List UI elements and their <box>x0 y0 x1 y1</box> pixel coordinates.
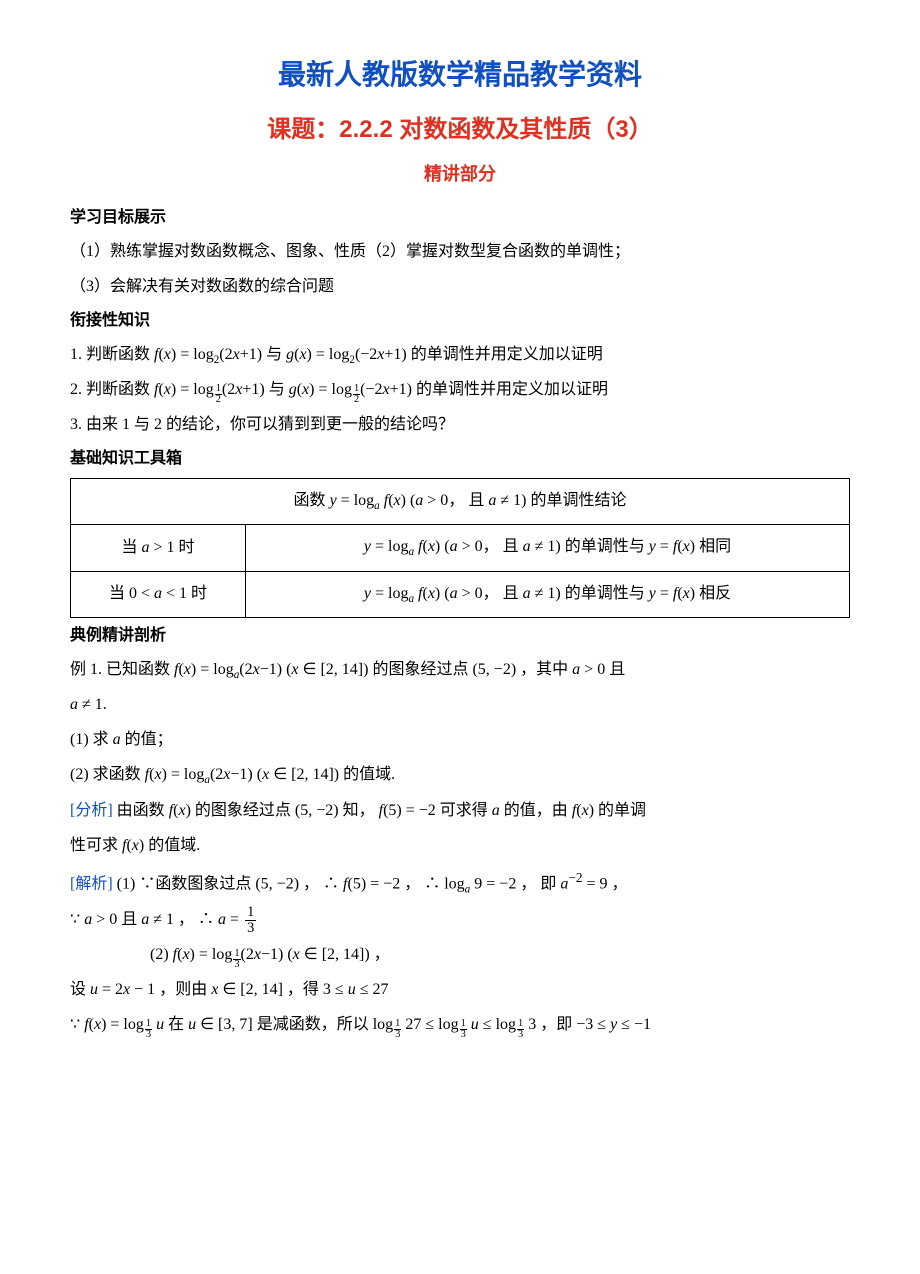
example1-let: 设 u = 2x − 1 ，则由 x ∈ [2, 14] ，得 3 ≤ u ≤ … <box>70 974 850 1006</box>
solution-label: [解析] <box>70 875 113 892</box>
ana-m4: 的值，由 <box>504 802 572 819</box>
example1-analysis-l2: 性可求 f(x) 的值域. <box>70 830 850 862</box>
main-title: 最新人教版数学精品教学资料 <box>70 50 850 100</box>
ana-pre: 由函数 <box>117 802 169 819</box>
let-m2: ，得 <box>287 981 323 998</box>
let-pre: 设 <box>70 981 90 998</box>
ex1-q1-post: 的值； <box>121 731 173 748</box>
let-m1: ，则由 <box>159 981 211 998</box>
fin-pre: ∵ <box>70 1016 84 1033</box>
section-title: 精讲部分 <box>70 158 850 190</box>
ex1-post: ，其中 <box>520 661 572 678</box>
monotonicity-table: 函数 y = loga f(x) (a > 0， 且 a ≠ 1) 的单调性结论… <box>70 478 850 618</box>
table-r2-right: y = loga f(x) (a > 0， 且 a ≠ 1) 的单调性与 y =… <box>246 571 850 617</box>
sol1-post: ， <box>612 875 628 892</box>
sol1-pre: (1) ∵函数图象过点 <box>117 875 256 892</box>
ex1-q2-post: 的值域. <box>343 766 395 783</box>
ana-m3: 可求得 <box>440 802 492 819</box>
table-header: 函数 y = loga f(x) (a > 0， 且 a ≠ 1) 的单调性结论 <box>71 478 850 524</box>
ana-m2: 知， <box>343 802 379 819</box>
ex1-mid: 的图象经过点 <box>372 661 472 678</box>
tbl-hdr-post: 的单调性结论 <box>530 492 626 509</box>
bridge-q3: 3. 由来 1 与 2 的结论，你可以猜到到更一般的结论吗？ <box>70 409 850 441</box>
table-r1-left: 当 a > 1 时 <box>71 525 246 571</box>
ex1-pre: 例 1. 已知函数 <box>70 661 174 678</box>
example1-analysis: [分析] 由函数 f(x) 的图象经过点 (5, −2) 知， f(5) = −… <box>70 795 850 827</box>
fin-m3: ，即 <box>540 1016 576 1033</box>
r1l-pre: 当 <box>121 539 141 556</box>
example1-q2: (2) 求函数 f(x) = loga(2x−1) (x ∈ [2, 14]) … <box>70 759 850 792</box>
ana-post: 的单调 <box>598 802 646 819</box>
bridge-q2-post: 的单调性并用定义加以证明 <box>416 381 608 398</box>
sol2-pre: (2) <box>150 946 173 963</box>
heading-bridge: 衔接性知识 <box>70 307 850 336</box>
table-r2-left: 当 0 < a < 1 时 <box>71 571 246 617</box>
r1l-post: 时 <box>175 539 195 556</box>
table-r1-right: y = loga f(x) (a > 0， 且 a ≠ 1) 的单调性与 y =… <box>246 525 850 571</box>
example1-line2: a ≠ 1. <box>70 689 850 721</box>
r1r-mid: 的单调性与 <box>561 538 649 555</box>
r2l-post: 时 <box>187 585 207 602</box>
ana-m1: 的图象经过点 <box>195 802 295 819</box>
sol1-l2-post: ， ∴ <box>178 911 218 928</box>
sol1-l2-pre: ∵ <box>70 911 84 928</box>
example1-solution1: [解析] (1) ∵函数图象过点 (5, −2) ， ∴ f(5) = −2 ，… <box>70 865 850 901</box>
heading-toolbox: 基础知识工具箱 <box>70 445 850 474</box>
bridge-q2-mid: 与 <box>269 381 289 398</box>
sol1-l2-mid: 且 <box>121 911 141 928</box>
ana-l2-pre: 性可求 <box>70 837 122 854</box>
example1-final: ∵ f(x) = log13 u 在 u ∈ [3, 7] 是减函数，所以 lo… <box>70 1009 850 1041</box>
sol1-m2: ， ∴ <box>404 875 444 892</box>
objective-line2: （3）会解决有关对数函数的综合问题 <box>70 271 850 303</box>
example1-solution1-l2: ∵ a > 0 且 a ≠ 1 ， ∴ a = 13 <box>70 904 850 936</box>
heading-objectives: 学习目标展示 <box>70 204 850 233</box>
fin-m2: 是减函数，所以 <box>257 1016 373 1033</box>
example1-q1: (1) 求 a 的值； <box>70 724 850 756</box>
ana-l2-post: 的值域. <box>144 837 200 854</box>
heading-examples: 典例精讲剖析 <box>70 622 850 651</box>
bridge-q1: 1. 判断函数 f(x) = log2(2x+1) 与 g(x) = log2(… <box>70 339 850 372</box>
fin-m1: 在 <box>168 1016 188 1033</box>
bridge-q1-mid: 与 <box>266 346 286 363</box>
r2r-mid: 的单调性与 <box>561 585 649 602</box>
ex1-q1-pre: (1) 求 <box>70 731 113 748</box>
ex1-l2-post: . <box>103 696 107 713</box>
example1-intro: 例 1. 已知函数 f(x) = loga(2x−1) (x ∈ [2, 14]… <box>70 654 850 687</box>
bridge-q2: 2. 判断函数 f(x) = log12(2x+1) 与 g(x) = log1… <box>70 374 850 406</box>
bridge-q1-pre: 1. 判断函数 <box>70 346 154 363</box>
ex1-q2-pre: (2) 求函数 <box>70 766 145 783</box>
bridge-q1-post: 的单调性并用定义加以证明 <box>411 346 603 363</box>
objective-line1: （1）熟练掌握对数函数概念、图象、性质（2）掌握对数型复合函数的单调性； <box>70 236 850 268</box>
sol1-m1: ， ∴ <box>303 875 343 892</box>
sol1-m3: ， 即 <box>520 875 560 892</box>
r2r-post: 相反 <box>695 585 731 602</box>
tbl-hdr-pre: 函数 <box>294 492 330 509</box>
sol2-post: ， <box>374 946 390 963</box>
ex1-and: 且 <box>609 661 625 678</box>
r1r-post: 相同 <box>695 538 731 555</box>
analysis-label: [分析] <box>70 802 113 819</box>
bridge-q2-pre: 2. 判断函数 <box>70 381 154 398</box>
sub-title: 课题：2.2.2 对数函数及其性质（3） <box>70 108 850 151</box>
r2l-pre: 当 <box>109 585 129 602</box>
example1-solution2: (2) f(x) = log13(2x−1) (x ∈ [2, 14]) ， <box>70 939 850 971</box>
